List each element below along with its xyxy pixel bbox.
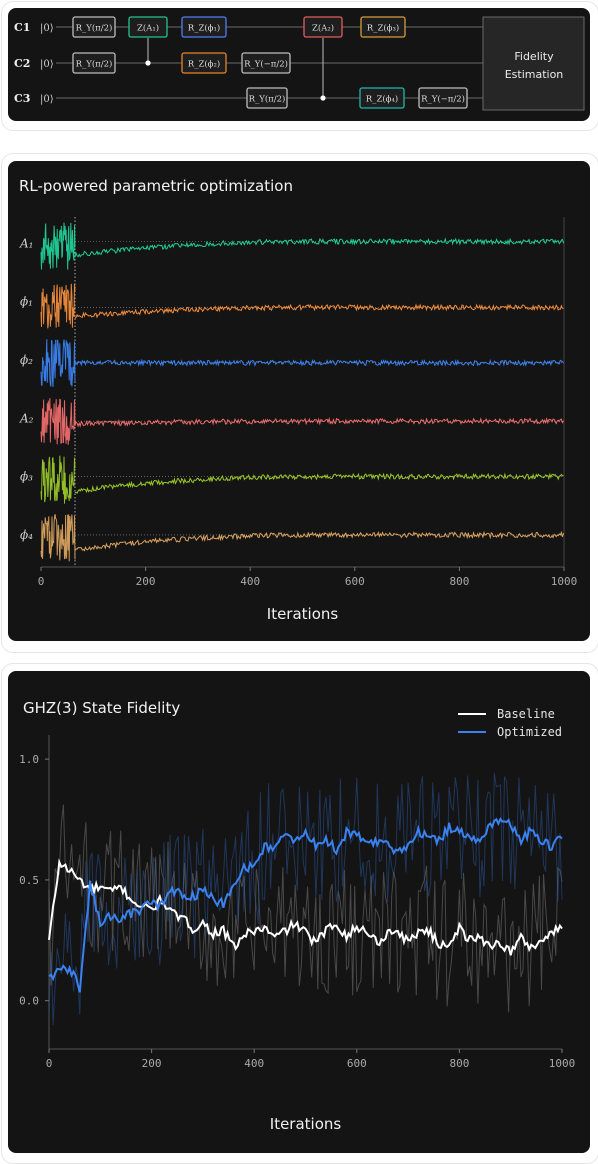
qubit-label: C1 (14, 21, 30, 34)
gate-label: R_Y(π/2) (76, 23, 113, 34)
series-exploration-trace (40, 339, 76, 388)
ghz-panel: GHZ(3) State Fidelity 0.0 0.5 1.0 0 200 400 60… (8, 671, 590, 1153)
qubit-ket: |0⟩ (40, 94, 54, 105)
x-tick-label: 0 (46, 1057, 53, 1070)
gate-box (359, 87, 405, 109)
rl-chart: 0 200 400 600 800 1000 Iterations A₁ ϕ₁ ϕ₂ A₂ ϕ₃ ϕ₄ (19, 217, 578, 623)
gate-box (241, 52, 291, 74)
gate-label: R_Z(ϕ₁) (188, 23, 220, 34)
x-tick-label: 600 (345, 575, 365, 588)
gate-label: R_Y(π/2) (249, 94, 286, 105)
x-tick-label: 1000 (549, 1057, 576, 1070)
gate-box (246, 87, 288, 109)
series-label: ϕ₃ (20, 470, 33, 484)
series-exploration-trace (40, 514, 76, 562)
gate-box (418, 87, 468, 109)
series-label: A₁ (19, 236, 33, 250)
gate-label: R_Z(ϕ₃) (367, 23, 399, 34)
series-label: ϕ₂ (20, 353, 33, 367)
series-line (74, 416, 564, 428)
legend-label: Optimized (497, 725, 562, 739)
series-line (74, 530, 564, 552)
x-tick-label: 400 (240, 575, 260, 588)
control-dot (145, 60, 151, 66)
gate-label: R_Z(ϕ₂) (188, 59, 220, 70)
x-tick-label: 0 (38, 575, 45, 588)
y-tick-label: 0.5 (19, 874, 39, 887)
gate-box (360, 16, 406, 38)
qubit-ket: |0⟩ (40, 23, 54, 34)
series-line (74, 358, 564, 367)
ghz-chart-title: GHZ(3) State Fidelity (23, 699, 181, 717)
series-label: A₂ (19, 411, 34, 425)
gate-label: R_Y(−π/2) (244, 59, 288, 70)
fidelity-box-line: Estimation (505, 68, 564, 81)
legend-label: Baseline (497, 707, 555, 721)
qubit-ket: |0⟩ (40, 59, 54, 70)
series-label: ϕ₄ (20, 528, 33, 542)
series-line (74, 303, 564, 319)
series-line (74, 237, 564, 258)
series-label: ϕ₁ (20, 295, 33, 309)
x-tick-label: 600 (347, 1057, 367, 1070)
x-tick-label: 200 (142, 1057, 162, 1070)
series-exploration-trace (40, 455, 76, 504)
gate-label: Z(A₁) (137, 23, 159, 34)
rl-panel: RL-powered parametric optimization 0 200 4… (8, 161, 590, 641)
series-raw-noise (48, 772, 563, 1025)
series-raw-noise (48, 804, 563, 1013)
x-axis-label: Iterations (267, 605, 339, 623)
qubit-label: C3 (14, 92, 30, 105)
circuit-diagram: C1 |0⟩ C2 |0⟩ C3 |0⟩ R_Y(π/2) Z(A₁) R_Z(ϕ₁) Z(A₂)… (14, 16, 585, 111)
x-tick-label: 200 (136, 575, 156, 588)
qubit-label: C2 (14, 57, 30, 70)
gate-label: R_Z(ϕ₄) (366, 94, 398, 105)
gate-box (181, 52, 227, 74)
gate-box (128, 16, 168, 38)
x-tick-label: 800 (449, 575, 469, 588)
rl-chart-title: RL-powered parametric optimization (19, 177, 293, 195)
y-tick-label: 1.0 (19, 753, 39, 766)
x-tick-label: 400 (244, 1057, 264, 1070)
ghz-chart: 0.0 0.5 1.0 0 200 400 600 800 1000 Iterations Base… (19, 707, 576, 1133)
gate-label: R_Y(π/2) (76, 59, 113, 70)
gate-box (181, 16, 227, 38)
series-exploration-trace (40, 398, 76, 445)
circuit-panel: C1 |0⟩ C2 |0⟩ C3 |0⟩ R_Y(π/2) Z(A₁) R_Z(ϕ₁) Z(A₂)… (8, 8, 590, 121)
y-tick-label: 0.0 (19, 995, 39, 1008)
gate-box (72, 52, 116, 74)
gate-label: R_Y(−π/2) (421, 94, 465, 105)
x-tick-label: 800 (449, 1057, 469, 1070)
series-exploration-trace (40, 222, 76, 270)
fidelity-estimation-box (482, 16, 585, 111)
series-line (48, 858, 563, 956)
series-line (48, 817, 563, 993)
x-tick-label: 1000 (551, 575, 578, 588)
series-line (74, 472, 564, 494)
fidelity-box-line: Fidelity (514, 50, 554, 63)
x-axis-label: Iterations (270, 1115, 342, 1133)
control-dot (320, 95, 326, 101)
gate-box (303, 16, 343, 38)
series-exploration-trace (40, 283, 76, 329)
gate-box (72, 16, 116, 38)
gate-label: Z(A₂) (312, 23, 334, 34)
